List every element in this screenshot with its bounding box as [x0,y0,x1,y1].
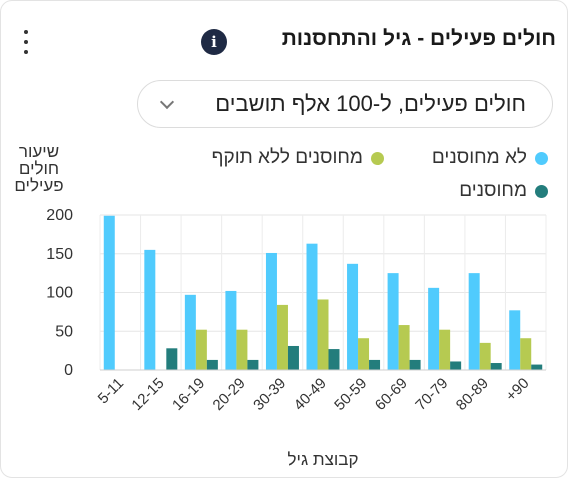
card-title: חולים פעילים - גיל והתחסנות [281,27,556,50]
x-tick-label: 40-49 [291,375,330,414]
bar-vaccinated [531,364,543,370]
x-tick-label: 80-89 [453,375,492,414]
bar-unvaccinated [225,290,237,370]
bar-unvaccinated [144,249,156,370]
bar-unvaccinated [306,243,318,370]
bar-vaccinated [369,359,381,370]
more-vertical-icon[interactable] [20,30,32,54]
bar-unvaccinated [468,273,480,370]
y-tick-label: 100 [46,285,73,302]
bar-expired [276,304,288,370]
y-tick-label: 200 [46,207,73,224]
bar-expired [479,342,491,370]
legend-item-expired[interactable]: מחוסנים ללא תוקף [212,147,384,169]
bar-expired [520,338,532,370]
x-tick-label: +90 [503,375,533,405]
x-tick-label: 20-29 [210,375,249,414]
y-tick-label: 0 [64,362,73,379]
x-tick-label: 12-15 [128,375,167,414]
x-axis-label: קבוצת גיל [287,450,359,469]
bar-unvaccinated [103,215,115,370]
info-icon[interactable]: i [201,29,227,55]
legend-dot-expired [371,151,384,165]
bar-unvaccinated [184,294,196,370]
x-tick-label: 30-39 [250,375,289,414]
legend-label-unvaccinated: לא מחוסנים [431,147,527,168]
bar-vaccinated [247,359,259,370]
y-axis-label: שיעור חולים פעילים [14,142,64,195]
x-tick-label: 16-19 [169,375,208,414]
legend-label-expired: מחוסנים ללא תוקף [211,147,363,168]
bar-unvaccinated [387,273,399,370]
metric-dropdown[interactable]: חולים פעילים, ל-100 אלף תושבים [137,80,553,128]
bar-vaccinated [287,345,299,370]
bar-expired [439,329,451,370]
x-tick-label: 5-11 [95,375,127,407]
x-tick-label: 70-79 [412,375,451,414]
metric-dropdown-value: חולים פעילים, ל-100 אלף תושבים [215,91,526,116]
bar-vaccinated [490,363,502,370]
legend-item-vaccinated[interactable]: מחוסנים [459,180,548,202]
bar-expired [317,299,329,370]
bar-vaccinated [206,359,218,370]
x-tick-label: 50-59 [331,375,370,414]
bar-expired [236,329,248,370]
bar-expired [398,325,410,370]
bar-expired [358,338,370,370]
x-tick-label: 60-69 [372,375,411,414]
bar-vaccinated [409,359,421,370]
bar-unvaccinated [509,310,521,370]
bar-unvaccinated [347,263,359,370]
legend-item-unvaccinated[interactable]: לא מחוסנים [432,147,548,169]
legend-dot-vaccinated [535,184,548,198]
legend-dot-unvaccinated [535,151,548,165]
bar-vaccinated [450,361,462,370]
y-tick-label: 50 [55,323,73,340]
bar-vaccinated [166,348,178,370]
bar-expired [195,329,207,370]
legend-label-vaccinated: מחוסנים [459,180,527,201]
bar-vaccinated [328,349,340,370]
bar-unvaccinated [428,287,440,370]
bar-unvaccinated [265,252,277,370]
y-tick-label: 150 [46,246,73,263]
